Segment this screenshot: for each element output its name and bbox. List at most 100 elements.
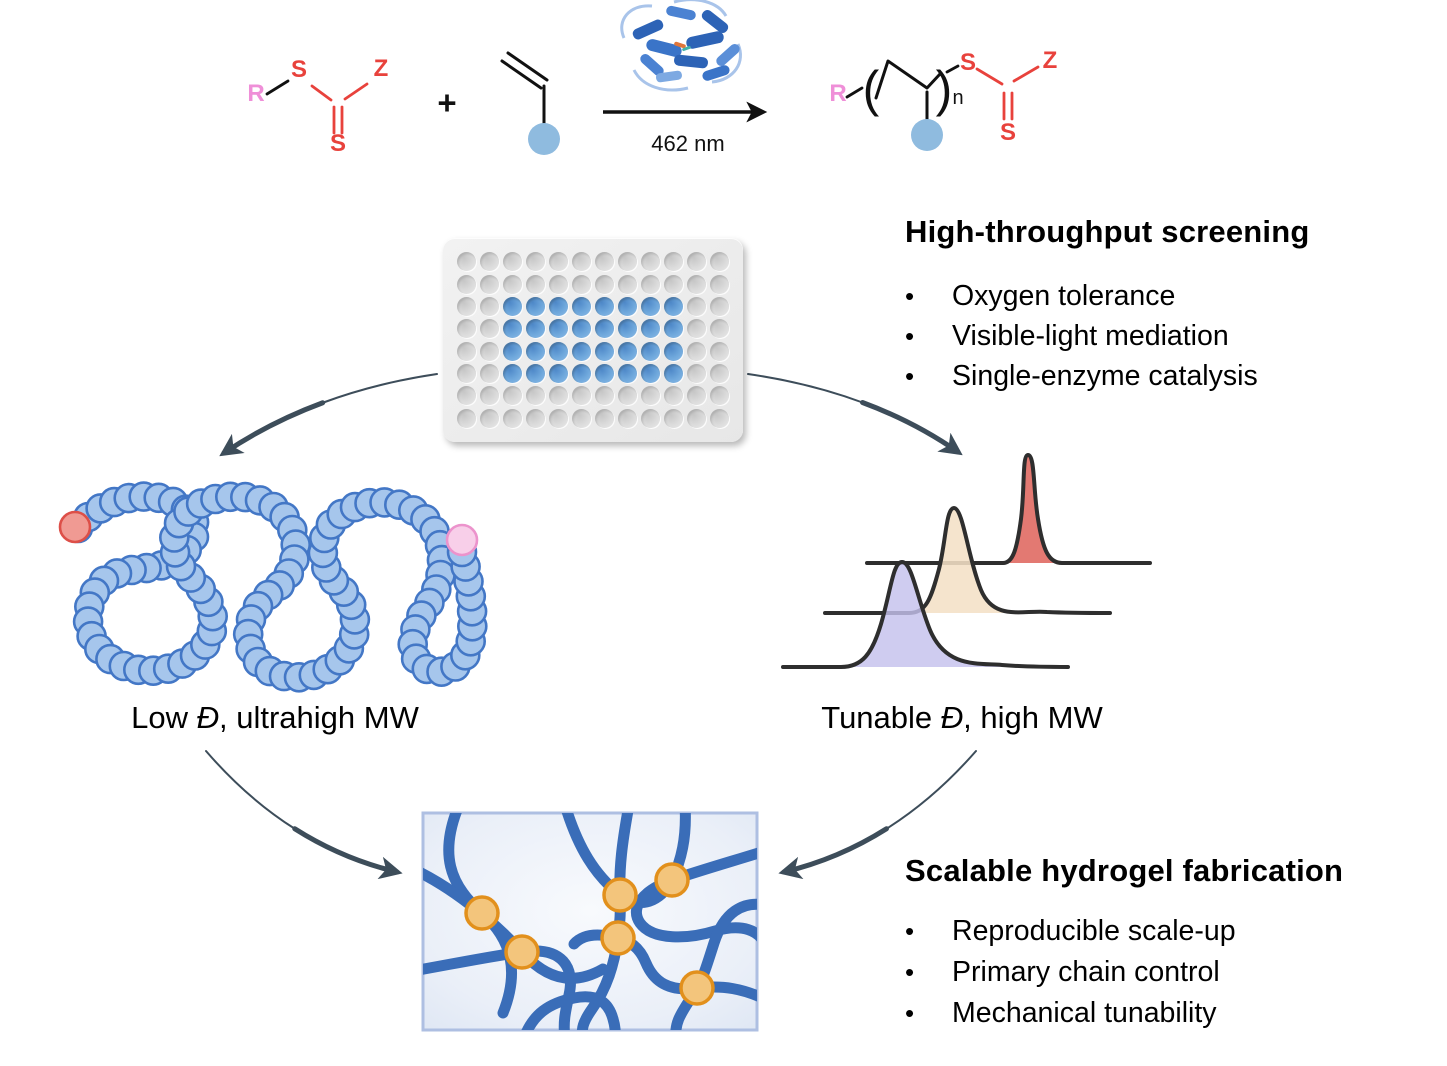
well-empty (687, 408, 706, 428)
well-filled (618, 364, 637, 384)
bullet-icon: • (905, 957, 915, 987)
screening-item-light: Visible-light mediation (952, 319, 1229, 352)
raft-z-label: Z (374, 55, 389, 82)
well-empty (480, 341, 499, 361)
well-filled (664, 296, 683, 316)
well-empty (641, 408, 660, 428)
well-empty (572, 252, 591, 272)
well-empty (457, 364, 476, 384)
label-text: Tunable (821, 700, 941, 735)
fabrication-title: Scalable hydrogel fabrication (905, 853, 1344, 888)
well-empty (526, 274, 545, 294)
well-empty (710, 386, 729, 406)
well-filled (572, 341, 591, 361)
bullet-icon: • (905, 320, 915, 351)
reaction-scheme: R S Z S + (247, 0, 1057, 157)
product-open-paren: ( (863, 61, 880, 117)
screening-item-oxygen: Oxygen tolerance (952, 279, 1176, 312)
well-empty (641, 274, 660, 294)
well-filled (572, 296, 591, 316)
well-empty (664, 386, 683, 406)
list-item: • Mechanical tunability (905, 993, 1395, 1034)
well-filled (664, 319, 683, 339)
well-empty (687, 274, 706, 294)
well-empty (710, 274, 729, 294)
screening-section: High-throughput screening • Oxygen tolera… (905, 214, 1395, 396)
well-filled (526, 319, 545, 339)
well-empty (595, 408, 614, 428)
well-filled (595, 296, 614, 316)
well-empty (595, 252, 614, 272)
polymer-bead-chain (58, 481, 488, 693)
well-empty (503, 252, 522, 272)
polymer-product-structure: R ( ) n S Z S (829, 47, 1057, 151)
well-empty (687, 252, 706, 272)
well-empty (618, 274, 637, 294)
product-r-label: R (829, 80, 846, 107)
well-empty (457, 319, 476, 339)
well-empty (710, 296, 729, 316)
well-empty (687, 319, 706, 339)
well-filled (549, 319, 568, 339)
well-empty (595, 386, 614, 406)
well-empty (480, 408, 499, 428)
well-empty (549, 386, 568, 406)
raft-agent-structure: R S Z S (247, 55, 388, 157)
well-empty (572, 274, 591, 294)
vinyl-monomer-structure (500, 51, 560, 155)
well-filled (641, 364, 660, 384)
well-filled (595, 319, 614, 339)
list-item: • Visible-light mediation (905, 316, 1395, 356)
well-filled (618, 296, 637, 316)
product-sub-n: n (952, 87, 963, 109)
well-empty (710, 364, 729, 384)
bullet-icon: • (905, 280, 915, 311)
fabrication-item-scaleup: Reproducible scale-up (952, 915, 1236, 947)
well-empty (549, 274, 568, 294)
bullet-icon: • (905, 998, 915, 1028)
product-z-label: Z (1043, 47, 1058, 74)
well-filled (595, 341, 614, 361)
chain-end-bead-pink (445, 523, 479, 557)
raft-s-bottom-label: S (330, 130, 346, 157)
well-empty (687, 364, 706, 384)
raft-r-label: R (247, 80, 264, 107)
hydrogel-crosslink-nodes (464, 862, 715, 1006)
well-empty (526, 408, 545, 428)
low-dispersity-label: Low Đ, ultrahigh MW (65, 700, 485, 736)
well-empty (687, 296, 706, 316)
well-empty (664, 408, 683, 428)
dispersity-symbol: Đ (196, 700, 220, 735)
well-empty (687, 341, 706, 361)
enzyme-icon (620, 0, 742, 92)
well-filled (526, 341, 545, 361)
monomer-pendant-circle (528, 123, 560, 155)
well-filled (595, 364, 614, 384)
well-empty (503, 408, 522, 428)
screening-title: High-throughput screening (905, 214, 1310, 249)
well-empty (641, 386, 660, 406)
screening-item-enzyme: Single-enzyme catalysis (952, 359, 1258, 392)
well-filled (618, 319, 637, 339)
well-empty (710, 252, 729, 272)
well-empty (457, 408, 476, 428)
arrow-plate-to-curves (747, 373, 864, 404)
dispersity-symbol: Đ (940, 700, 964, 735)
well-empty (503, 386, 522, 406)
raft-s-top-label: S (291, 56, 307, 83)
fabrication-section: Scalable hydrogel fabrication • Reproduci… (905, 853, 1395, 1034)
well-filled (526, 296, 545, 316)
label-text: , ultrahigh MW (219, 700, 419, 735)
well-empty (457, 386, 476, 406)
well-empty (457, 296, 476, 316)
well-empty (457, 341, 476, 361)
well-filled (641, 341, 660, 361)
well-empty (549, 408, 568, 428)
well-empty (572, 408, 591, 428)
well-empty (526, 252, 545, 272)
well-filled (503, 319, 522, 339)
product-s-top-label: S (960, 49, 976, 76)
list-item: • Single-enzyme catalysis (905, 356, 1395, 396)
well-empty (480, 319, 499, 339)
